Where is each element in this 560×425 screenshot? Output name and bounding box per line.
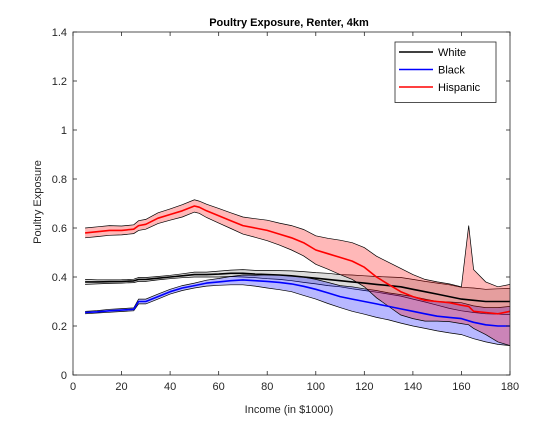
y-axis-ticks: 0 0.2 0.4 0.6 0.8 1 1.2 1.4	[52, 27, 510, 382]
x-tick-label: 160	[452, 381, 470, 393]
y-tick-label: 1	[61, 125, 67, 137]
hispanic-upper-bound-line	[85, 199, 511, 288]
series-lines	[85, 205, 511, 327]
y-tick-label: 0	[61, 370, 67, 382]
white-series-line	[85, 272, 510, 303]
x-tick-label: 60	[213, 381, 225, 393]
legend-label-black: Black	[438, 65, 465, 77]
x-axis-ticks: 0 20 40 60 80 100 120 140 160 180	[70, 32, 519, 393]
y-tick-label: 1.2	[52, 76, 67, 88]
x-axis-label: Income (in $1000)	[245, 404, 334, 416]
white-confidence-band	[85, 269, 510, 315]
y-tick-label: 1.4	[52, 27, 67, 39]
black-lower-bound-line	[85, 284, 511, 346]
black-series-line	[85, 279, 510, 327]
hispanic-series-line	[85, 205, 511, 315]
y-axis-label: Poultry Exposure	[32, 160, 44, 244]
y-tick-label: 0.8	[52, 174, 67, 186]
x-tick-label: 100	[307, 381, 325, 393]
x-tick-label: 40	[164, 381, 176, 393]
y-tick-label: 0.6	[52, 223, 67, 235]
y-tick-label: 0.2	[52, 321, 67, 333]
x-tick-label: 0	[70, 381, 76, 393]
x-tick-label: 120	[355, 381, 373, 393]
white-upper-bound-line	[85, 269, 511, 290]
black-confidence-band	[85, 274, 510, 346]
x-tick-label: 80	[261, 381, 273, 393]
x-tick-label: 140	[404, 381, 422, 393]
legend-label-hispanic: Hispanic	[438, 82, 481, 94]
chart-title: Poultry Exposure, Renter, 4km	[209, 17, 369, 29]
legend-label-white: White	[438, 47, 466, 59]
hispanic-lower-bound-line	[85, 211, 511, 346]
y-tick-label: 0.4	[52, 272, 67, 284]
x-tick-label: 20	[115, 381, 127, 393]
legend: White Black Hispanic	[394, 41, 497, 103]
x-tick-label: 180	[501, 381, 519, 393]
white-lower-bound-line	[85, 276, 511, 315]
axes-box	[72, 31, 511, 376]
